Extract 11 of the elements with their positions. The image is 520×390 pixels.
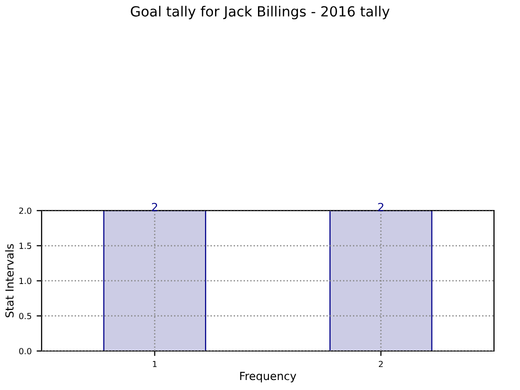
data-label: 2 [378, 202, 384, 212]
x-axis-title: Frequency [240, 372, 296, 382]
y-tick-label: 1.5 [20, 242, 32, 249]
y-tick-label: 0.5 [19, 312, 32, 320]
data-label: 2 [152, 202, 158, 212]
x-tick-label: 1 [152, 360, 157, 368]
y-axis-title: Stat Intervals [5, 244, 14, 318]
y-tick-label: 1.0 [20, 278, 32, 284]
y-tick-label: 2.0 [19, 208, 32, 214]
y-tick-label: 0.0 [19, 348, 32, 354]
chart-title: Goal tally for Jack Billings - 2016 tally [130, 6, 390, 20]
